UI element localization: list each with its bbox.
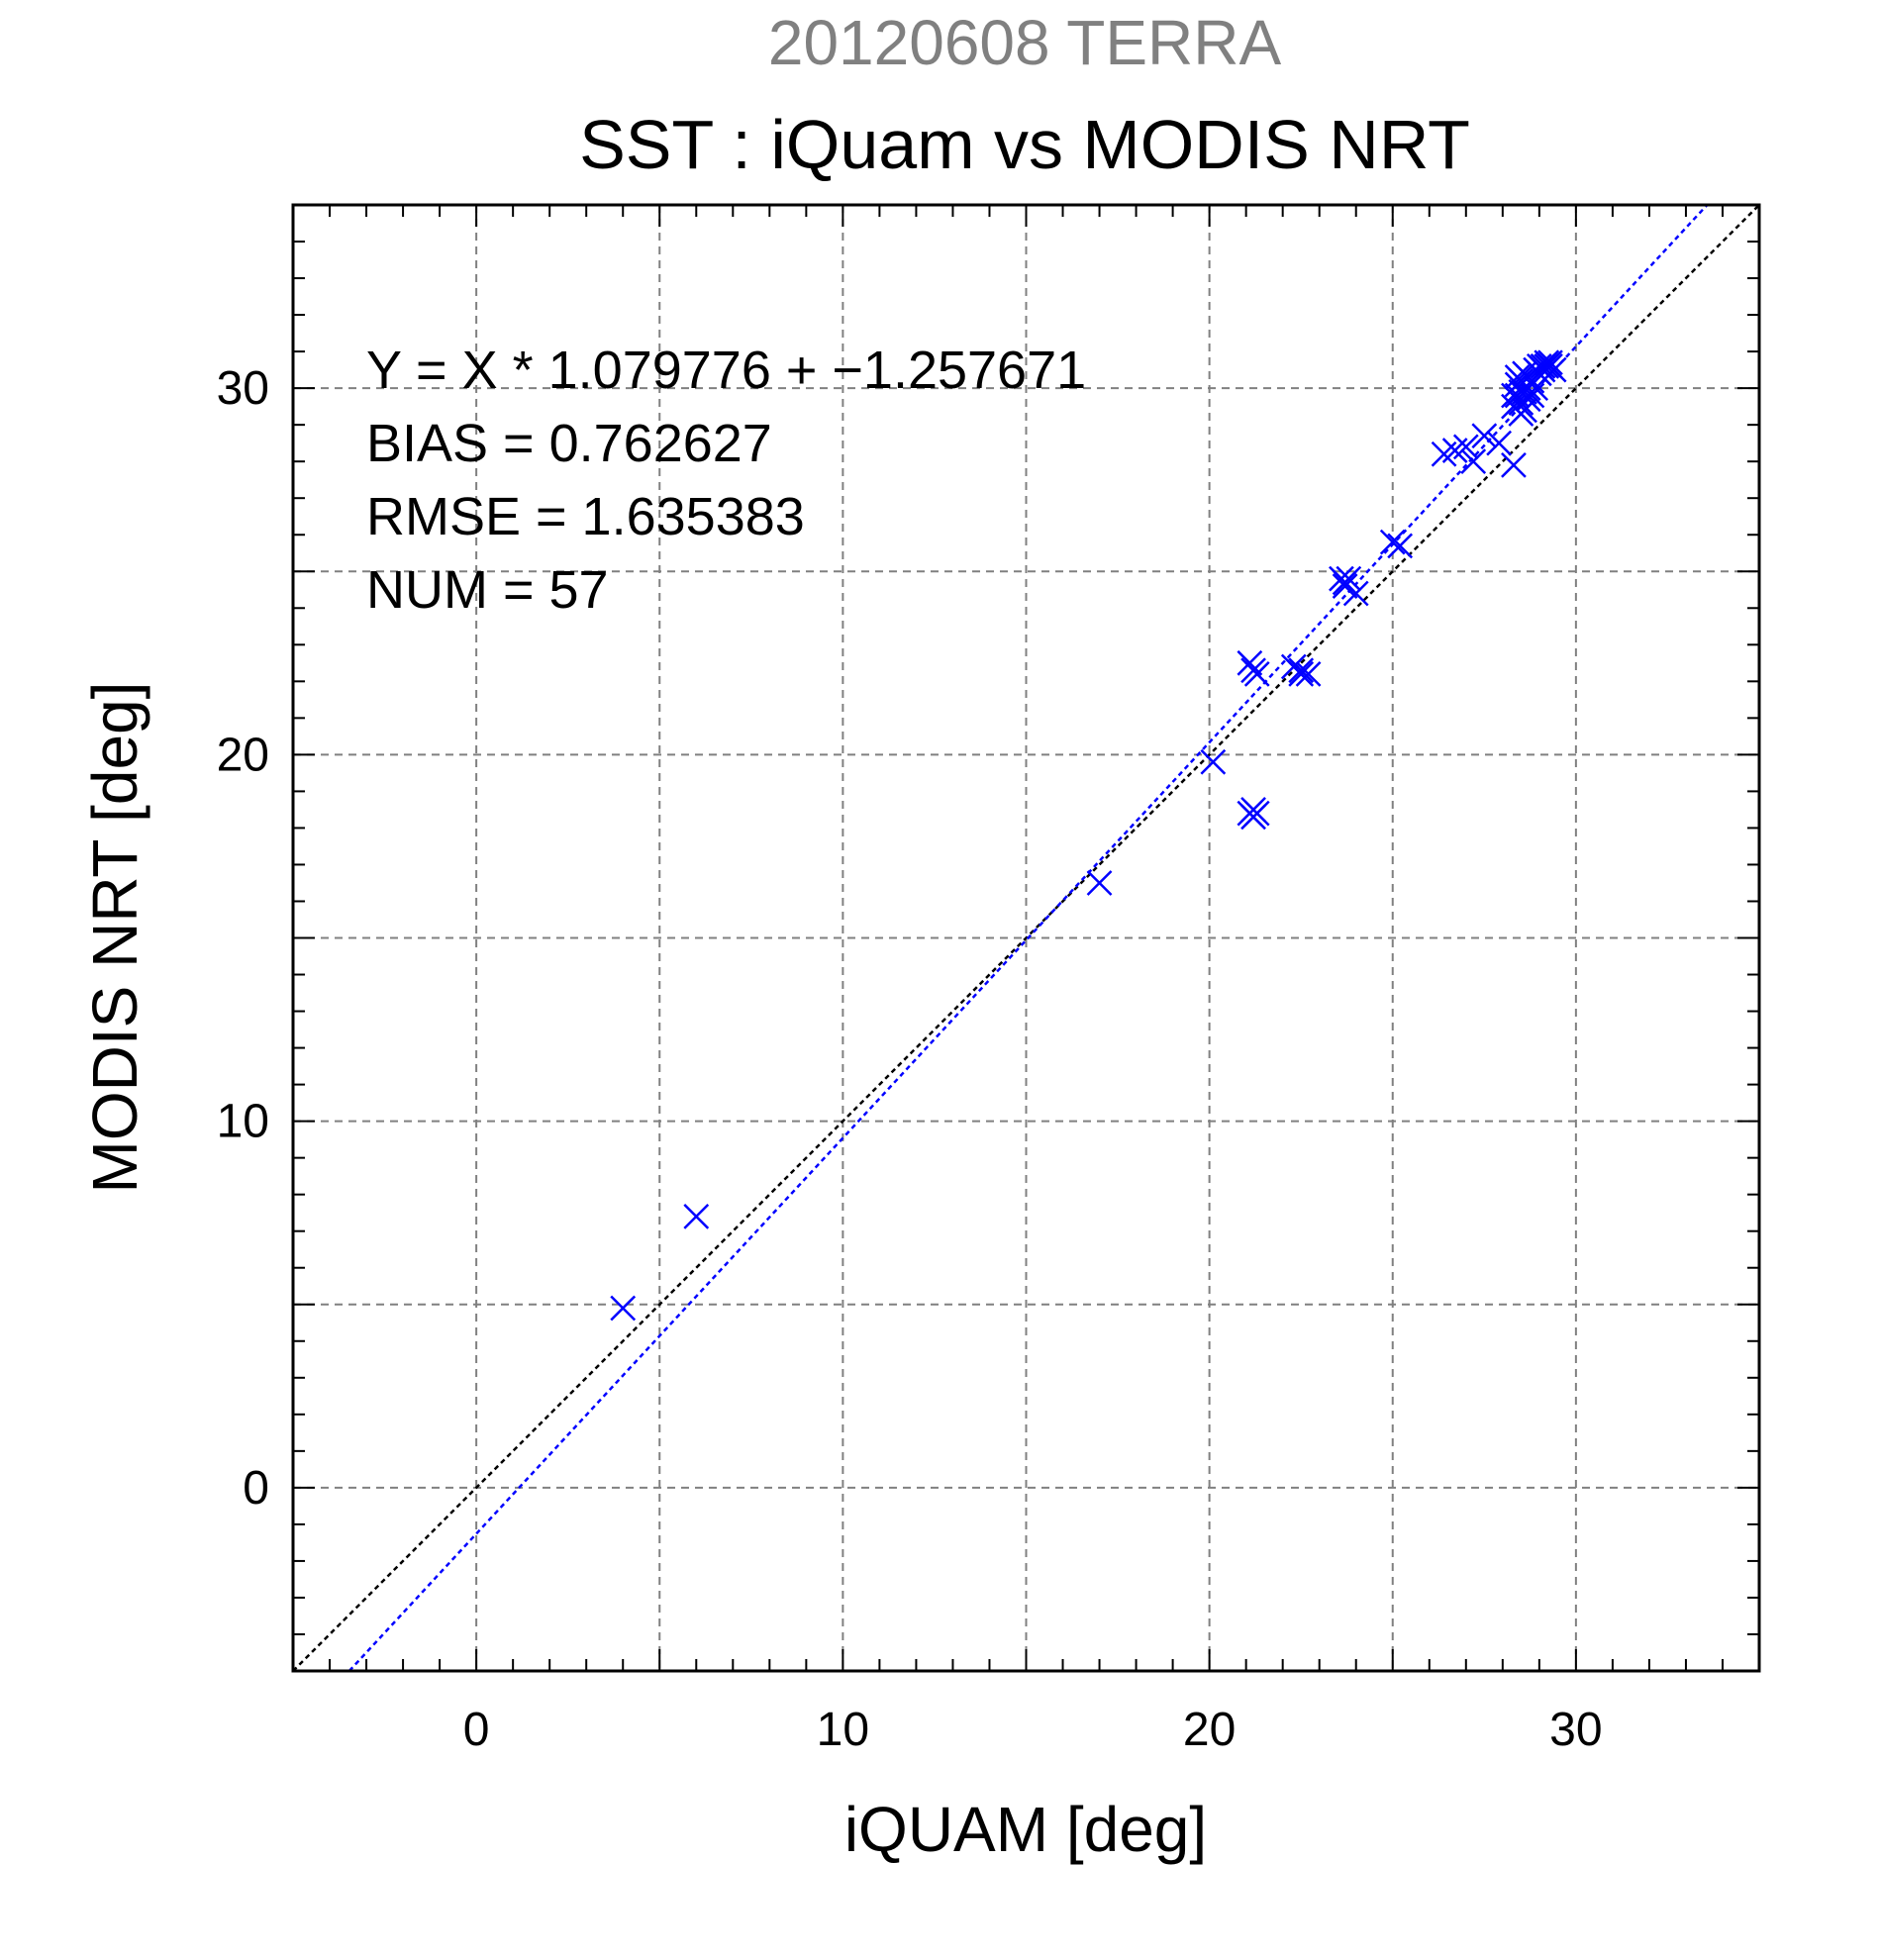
data-point-marker [1237, 649, 1263, 676]
data-point-marker [1387, 533, 1414, 559]
rmse-annotation: RMSE = 1.635383 [366, 487, 805, 546]
x-tick-label: 30 [1549, 1704, 1602, 1756]
data-point-marker [1508, 401, 1534, 427]
y-tick-label: 10 [217, 1096, 269, 1148]
bias-annotation: BIAS = 0.762627 [366, 414, 772, 473]
data-point-marker [610, 1295, 637, 1322]
chart-subtitle: SST : iQuam vs MODIS NRT [579, 106, 1470, 183]
plot-frame [291, 203, 1761, 1673]
data-point-marker [1537, 349, 1563, 376]
y-tick-label: 30 [217, 362, 269, 415]
data-point-marker [1471, 423, 1498, 449]
data-point-marker [1332, 573, 1358, 599]
num-annotation: NUM = 57 [366, 560, 609, 620]
data-point-marker [1379, 529, 1406, 555]
data-point-marker [1523, 356, 1549, 383]
data-point-marker [1240, 657, 1266, 684]
tick-labels: 0 10 20 30 0 10 20 30 [217, 362, 1603, 1756]
data-point-marker [1295, 661, 1322, 687]
data-point-marker [1288, 661, 1315, 687]
regression-equation: Y = X * 1.079776 + −1.257671 [366, 341, 1086, 400]
x-tick-label: 0 [463, 1704, 490, 1756]
y-tick-label: 0 [243, 1462, 269, 1515]
data-point-marker [1501, 451, 1527, 478]
x-tick-label: 20 [1183, 1704, 1236, 1756]
x-axis-label: iQUAM [deg] [844, 1794, 1207, 1865]
regression-line [347, 204, 1709, 1672]
data-point-marker [1486, 430, 1513, 456]
reference-lines [292, 204, 1760, 1672]
identity-line [292, 204, 1760, 1672]
y-tick-label: 20 [217, 729, 269, 781]
data-point-marker [1240, 797, 1266, 823]
data-point-marker [1530, 353, 1556, 379]
data-point-marker [1460, 448, 1487, 475]
x-tick-label: 10 [817, 1704, 869, 1756]
data-point-marker [1501, 382, 1527, 409]
data-point-marker [1452, 434, 1479, 460]
data-points [610, 349, 1567, 1322]
chart-title: 20120608 TERRA [768, 7, 1282, 78]
data-point-marker [1200, 748, 1227, 775]
data-point-marker [1332, 569, 1358, 596]
data-point-marker [1288, 657, 1315, 684]
y-axis-label: MODIS NRT [deg] [79, 682, 150, 1194]
data-point-marker [1086, 870, 1113, 896]
data-point-marker [683, 1204, 710, 1229]
